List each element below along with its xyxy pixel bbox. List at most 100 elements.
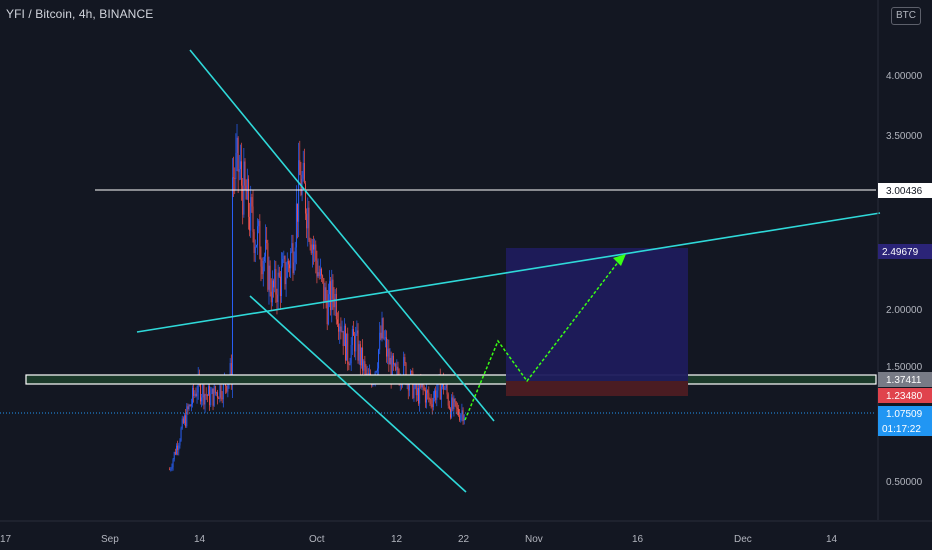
- candle-body: [260, 258, 262, 267]
- candle-body: [319, 269, 321, 277]
- symbol-title: YFI / Bitcoin, 4h, BINANCE: [6, 7, 154, 21]
- candle-body: [350, 344, 352, 364]
- x-tick-label: 14: [194, 534, 206, 545]
- candle-body: [354, 335, 356, 352]
- stop-price-label: 1.23480: [886, 391, 923, 402]
- candle-body: [391, 355, 393, 379]
- candle-body: [284, 256, 286, 285]
- candle-body: [361, 347, 362, 366]
- candle-body: [278, 272, 280, 277]
- candle-body: [323, 277, 325, 303]
- candle-body: [190, 404, 192, 407]
- candle-body: [432, 397, 434, 408]
- candle-body: [454, 398, 456, 402]
- candle-body: [332, 279, 334, 299]
- candle-body: [210, 393, 212, 406]
- candle-body: [233, 177, 235, 179]
- candle-body: [379, 332, 381, 350]
- candle-body: [188, 404, 190, 410]
- candle-body: [315, 244, 317, 261]
- candle-body: [271, 280, 273, 303]
- target-price-tag: [878, 244, 932, 259]
- x-tick-label: 17: [0, 534, 12, 545]
- candle-body: [293, 262, 295, 274]
- candle-body: [265, 239, 266, 257]
- candle-body: [254, 246, 256, 253]
- candle-body: [237, 137, 239, 172]
- candle-body: [418, 387, 419, 404]
- candle-body: [241, 161, 243, 186]
- candle-body: [204, 394, 206, 405]
- candle-body: [289, 264, 290, 269]
- candle-body: [189, 404, 191, 407]
- candle-body: [309, 240, 311, 245]
- x-tick-label: Nov: [525, 534, 543, 545]
- candle-body: [201, 397, 203, 402]
- candle-body: [252, 206, 254, 233]
- candle-body: [177, 445, 179, 451]
- candle-body: [428, 392, 430, 400]
- currency-badge[interactable]: BTC: [891, 7, 921, 25]
- x-tick-label: Dec: [734, 534, 752, 545]
- candle-body: [404, 357, 406, 364]
- candle-body: [222, 378, 224, 400]
- candle-body: [333, 298, 335, 308]
- candle-body: [341, 330, 343, 332]
- candle-body: [270, 291, 272, 303]
- candle-body: [430, 399, 432, 405]
- candle-body: [342, 330, 344, 346]
- candle-body: [287, 261, 289, 265]
- candle-body: [390, 357, 392, 379]
- candle-body: [277, 272, 279, 303]
- candle-body: [351, 329, 353, 345]
- candle-body: [358, 344, 360, 361]
- candle-body: [182, 418, 184, 423]
- candle-body: [311, 244, 313, 254]
- candle-body: [348, 364, 350, 366]
- candle-body: [389, 357, 391, 365]
- candle-body: [439, 375, 441, 400]
- x-tick-label: 14: [826, 534, 838, 545]
- candle-body: [226, 385, 228, 392]
- candle-body: [308, 207, 310, 241]
- candles-layer: [169, 123, 465, 472]
- candle-body: [355, 333, 357, 352]
- candle-body: [212, 388, 214, 406]
- candle-body: [414, 382, 416, 388]
- candle-body: [186, 406, 188, 427]
- candle-body: [347, 333, 349, 365]
- candle-body: [261, 266, 263, 275]
- candle-body: [359, 344, 361, 366]
- candle-body: [455, 401, 457, 408]
- candle-body: [184, 415, 185, 423]
- candle-body: [217, 392, 219, 398]
- candle-body: [429, 399, 431, 400]
- candle-body: [324, 287, 326, 303]
- candle-body: [339, 326, 341, 332]
- projection-path: [464, 256, 623, 421]
- candle-body: [422, 384, 424, 388]
- candle-body: [363, 361, 365, 371]
- candle-body: [327, 294, 329, 325]
- candle-body: [169, 469, 171, 471]
- candle-body: [383, 337, 385, 339]
- ascending-trendline: [136, 212, 881, 333]
- candle-body: [235, 152, 237, 179]
- candle-body: [445, 384, 447, 389]
- candle-body: [419, 381, 421, 404]
- candle-body: [255, 245, 257, 247]
- candle-body: [283, 256, 285, 260]
- candle-body: [209, 386, 211, 406]
- candle-body: [238, 169, 240, 172]
- candle-body: [294, 247, 296, 263]
- candle-body: [382, 318, 384, 339]
- candle-body: [298, 160, 300, 222]
- candle-body: [446, 384, 448, 395]
- candle-body: [436, 390, 438, 400]
- candle-body: [461, 410, 463, 415]
- candle-body: [218, 397, 220, 400]
- candle-body: [174, 452, 176, 455]
- candle-body: [426, 390, 427, 403]
- candle-body: [380, 332, 382, 339]
